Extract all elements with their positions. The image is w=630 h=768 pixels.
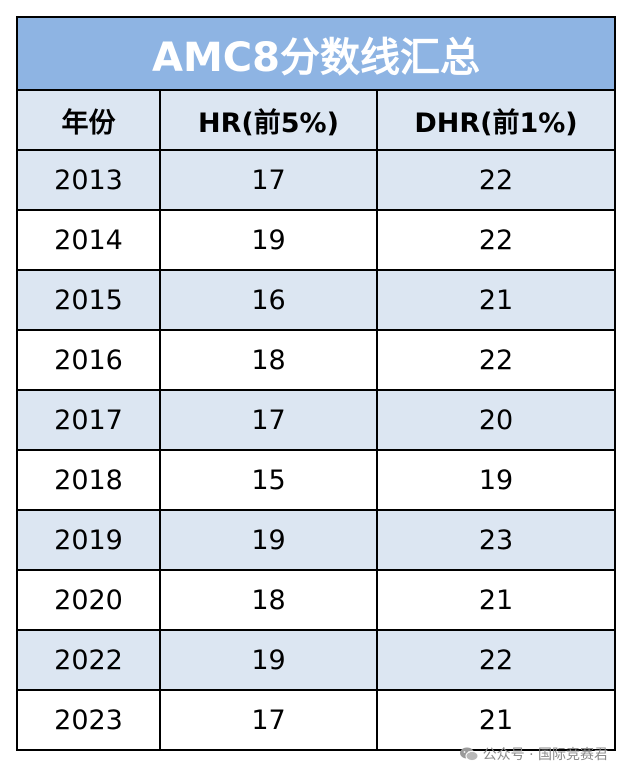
cell-year: 2022 xyxy=(16,629,161,691)
cell-year: 2020 xyxy=(16,569,161,631)
cell-dhr: 22 xyxy=(376,329,616,391)
table-row: 2022 19 22 xyxy=(16,629,616,691)
cell-hr: 17 xyxy=(159,149,378,211)
table-title: AMC8分数线汇总 xyxy=(16,16,616,91)
watermark-text: 公众号 · 国际竞赛君 xyxy=(482,747,608,763)
cell-hr: 15 xyxy=(159,449,378,511)
cell-year: 2018 xyxy=(16,449,161,511)
cell-year: 2017 xyxy=(16,389,161,451)
cell-dhr: 21 xyxy=(376,569,616,631)
header-year: 年份 xyxy=(16,89,161,151)
cell-year: 2014 xyxy=(16,209,161,271)
table-row: 2016 18 22 xyxy=(16,329,616,391)
header-row: 年份 HR(前5%) DHR(前1%) xyxy=(16,89,616,151)
table-row: 2018 15 19 xyxy=(16,449,616,511)
table-row: 2017 17 20 xyxy=(16,389,616,451)
cell-dhr: 19 xyxy=(376,449,616,511)
cell-dhr: 22 xyxy=(376,629,616,691)
cell-hr: 16 xyxy=(159,269,378,331)
cell-dhr: 21 xyxy=(376,269,616,331)
header-dhr: DHR(前1%) xyxy=(376,89,616,151)
cell-dhr: 22 xyxy=(376,149,616,211)
cell-dhr: 23 xyxy=(376,509,616,571)
cell-dhr: 22 xyxy=(376,209,616,271)
cell-dhr: 20 xyxy=(376,389,616,451)
wechat-icon xyxy=(459,747,479,762)
cell-year: 2013 xyxy=(16,149,161,211)
score-table: AMC8分数线汇总 年份 HR(前5%) DHR(前1%) 2013 17 22 20… xyxy=(16,16,616,751)
cell-year: 2023 xyxy=(16,689,161,751)
table-row: 2014 19 22 xyxy=(16,209,616,271)
cell-hr: 19 xyxy=(159,629,378,691)
cell-hr: 18 xyxy=(159,329,378,391)
cell-year: 2019 xyxy=(16,509,161,571)
header-hr: HR(前5%) xyxy=(159,89,378,151)
table-row: 2015 16 21 xyxy=(16,269,616,331)
cell-hr: 17 xyxy=(159,689,378,751)
cell-hr: 18 xyxy=(159,569,378,631)
table-row: 2019 19 23 xyxy=(16,509,616,571)
watermark: 公众号 · 国际竞赛君 xyxy=(459,744,608,764)
table-row: 2020 18 21 xyxy=(16,569,616,631)
cell-dhr: 21 xyxy=(376,689,616,751)
table-body: 2013 17 22 2014 19 22 2015 16 21 2016 18 22 2017 17 20… xyxy=(16,149,616,751)
cell-hr: 17 xyxy=(159,389,378,451)
cell-year: 2016 xyxy=(16,329,161,391)
cell-hr: 19 xyxy=(159,209,378,271)
cell-hr: 19 xyxy=(159,509,378,571)
title-row: AMC8分数线汇总 xyxy=(16,16,616,91)
cell-year: 2015 xyxy=(16,269,161,331)
table-row: 2013 17 22 xyxy=(16,149,616,211)
table-row: 2023 17 21 xyxy=(16,689,616,751)
